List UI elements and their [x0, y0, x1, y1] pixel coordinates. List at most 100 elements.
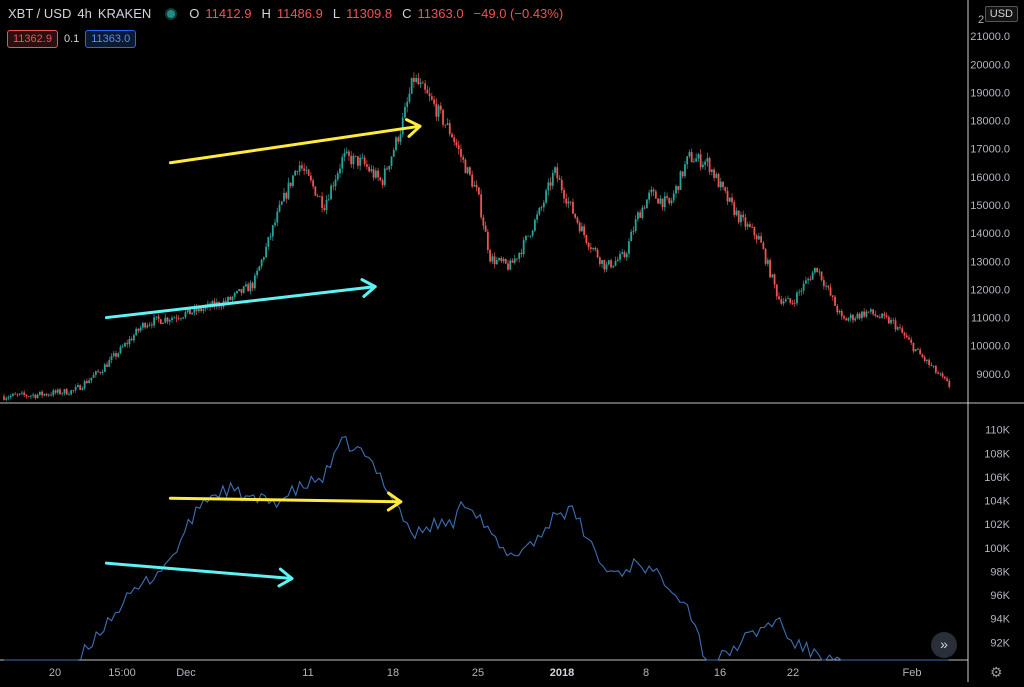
price-axis-tick: 19000.0: [970, 87, 1010, 99]
candle-body: [406, 101, 409, 107]
currency-badge[interactable]: USD: [984, 6, 1018, 22]
candle-body: [787, 298, 789, 300]
indicator-yellow-arrow[interactable]: [168, 496, 403, 504]
candle-body: [334, 179, 337, 187]
indicator-axis-tick: 106K: [984, 472, 1010, 484]
candle-body: [21, 392, 23, 394]
candle-body: [657, 198, 659, 204]
candle-body: [433, 99, 435, 104]
candle-body: [137, 328, 140, 331]
candle-body: [872, 309, 875, 315]
time-axis-tick: 2018: [550, 667, 574, 679]
candle-body: [117, 353, 120, 357]
candle-body: [285, 192, 288, 199]
candle-body: [115, 353, 117, 357]
indicator-axis-tick: 92K: [990, 637, 1010, 649]
candle-body: [106, 364, 108, 367]
candle-body: [238, 289, 241, 292]
ask-badge[interactable]: 11363.0: [85, 30, 137, 48]
candle-body: [421, 82, 424, 84]
candle-body: [603, 260, 606, 270]
candle-body: [189, 308, 191, 315]
price-yellow-arrow[interactable]: [168, 124, 422, 165]
candle-body: [943, 376, 946, 379]
price-yellow-arrow-head[interactable]: [405, 118, 422, 138]
scroll-to-realtime-button[interactable]: »: [931, 632, 957, 658]
candle-body: [63, 389, 66, 394]
candle-body: [92, 374, 95, 378]
price-cyan-arrow-head[interactable]: [360, 278, 377, 298]
candle-body: [47, 394, 50, 396]
candle-body: [809, 278, 812, 280]
price-axis-tick: 9000.0: [976, 369, 1010, 381]
interval-label[interactable]: 4h: [77, 6, 92, 21]
candle-body: [139, 327, 142, 331]
candle-body: [370, 169, 373, 172]
candle-body: [614, 260, 617, 266]
candle-body: [484, 225, 487, 232]
candle-body: [677, 186, 680, 190]
candle-body: [607, 260, 610, 265]
candle-body: [598, 257, 601, 264]
candle-body: [325, 199, 328, 210]
candle-body: [838, 310, 841, 313]
candle-body: [70, 390, 73, 395]
candle-body: [766, 260, 769, 264]
bid-badge[interactable]: 11362.9: [7, 30, 58, 48]
candle-body: [650, 189, 653, 193]
candle-body: [388, 165, 391, 170]
candle-body: [146, 325, 149, 328]
candle-body: [491, 256, 494, 262]
candle-body: [283, 192, 285, 202]
gear-icon[interactable]: ⚙: [990, 664, 1003, 680]
candle-body: [298, 165, 301, 172]
symbol-label[interactable]: XBT / USD: [8, 6, 72, 21]
candle-body: [330, 185, 332, 200]
candle-body: [303, 168, 306, 171]
candle-body: [749, 224, 751, 227]
candle-body: [245, 284, 247, 287]
candle-body: [175, 317, 178, 319]
candle-body: [589, 247, 592, 249]
time-axis-tick: 11: [302, 667, 313, 679]
indicator-axis-tick: 98K: [990, 566, 1010, 578]
candle-body: [408, 93, 411, 102]
candle-body: [782, 301, 785, 304]
candle-body: [276, 211, 279, 223]
indicator-cyan-arrow[interactable]: [104, 561, 294, 581]
candle-body: [168, 320, 171, 322]
candle-body: [381, 180, 384, 185]
close-key: C: [402, 6, 412, 21]
candle-body: [413, 77, 415, 82]
price-cyan-arrow[interactable]: [104, 285, 377, 320]
candle-body: [182, 317, 185, 319]
candle-body: [834, 296, 836, 306]
candle-body: [52, 390, 55, 396]
candle-body: [697, 154, 700, 159]
indicator-yellow-arrow-head[interactable]: [386, 491, 403, 512]
low-value: 11309.8: [346, 6, 393, 21]
candle-body: [773, 274, 776, 285]
candle-body: [516, 258, 518, 260]
candle-body: [937, 372, 939, 374]
candle-body: [623, 252, 626, 258]
candle-body: [854, 318, 857, 321]
indicator-cyan-arrow-head[interactable]: [277, 567, 294, 588]
candle-body: [74, 387, 77, 391]
candle-body: [5, 398, 8, 400]
candle-body: [719, 181, 722, 188]
candle-body: [567, 201, 570, 204]
candle-body: [527, 235, 530, 237]
candle-body: [581, 226, 583, 232]
candle-body: [368, 166, 371, 172]
candle-body: [43, 393, 46, 396]
candle-body: [693, 161, 695, 163]
candle-body: [435, 103, 438, 117]
candle-body: [726, 190, 729, 202]
candle-body: [820, 271, 823, 281]
candle-body: [511, 260, 514, 263]
candle-body: [829, 287, 832, 296]
candle-body: [630, 231, 633, 242]
